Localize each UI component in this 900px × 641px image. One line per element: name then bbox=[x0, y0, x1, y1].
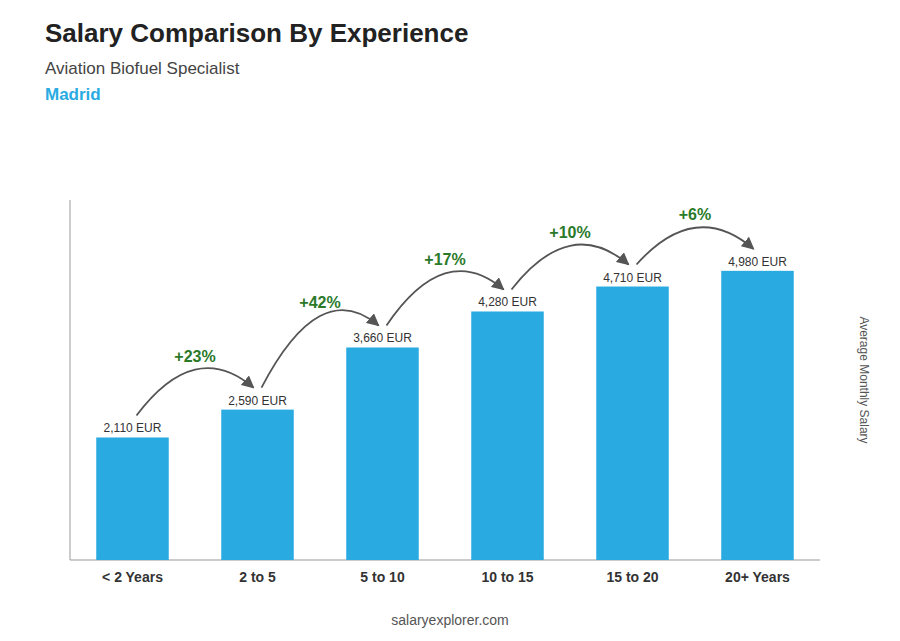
change-arc bbox=[512, 245, 629, 290]
bar bbox=[721, 271, 794, 560]
subtitle: Aviation Biofuel Specialist bbox=[45, 59, 240, 78]
annotation: +42% bbox=[299, 294, 340, 311]
x-tick-label: 20+ Years bbox=[725, 569, 790, 585]
x-tick-label: < 2 Years bbox=[102, 569, 163, 585]
data-label: 3,660 EUR bbox=[353, 331, 412, 345]
source: salaryexplorer.com bbox=[391, 612, 509, 628]
annotation: +17% bbox=[424, 251, 465, 268]
bar bbox=[346, 347, 419, 560]
change-arc bbox=[137, 368, 254, 415]
data-label: 4,710 EUR bbox=[603, 271, 662, 285]
city: Madrid bbox=[45, 85, 101, 104]
annotation: +23% bbox=[174, 348, 215, 365]
annotation: +6% bbox=[679, 206, 711, 223]
y-axis-line bbox=[70, 200, 71, 560]
x-axis-line bbox=[70, 560, 820, 561]
x-tick-label: 2 to 5 bbox=[239, 569, 276, 585]
data-label: 4,980 EUR bbox=[728, 255, 787, 269]
data-label: 2,110 EUR bbox=[104, 421, 162, 435]
change-arc bbox=[387, 271, 504, 325]
chart-container: Salary Comparison By Experience Aviation … bbox=[0, 0, 900, 641]
title: Salary Comparison By Experience bbox=[45, 18, 468, 48]
background bbox=[0, 0, 900, 641]
chart-svg: Salary Comparison By Experience Aviation … bbox=[0, 0, 900, 641]
x-tick-label: 15 to 20 bbox=[606, 569, 658, 585]
bar bbox=[96, 437, 169, 560]
annotation: +10% bbox=[549, 224, 590, 241]
bar bbox=[471, 311, 544, 560]
page: {"chart_data": {"type": "bar", "title": … bbox=[0, 0, 900, 641]
bar bbox=[221, 410, 294, 560]
change-arc bbox=[637, 227, 754, 264]
y-axis-label: Average Monthly Salary bbox=[857, 316, 871, 443]
data-label: 4,280 EUR bbox=[478, 295, 537, 309]
bar bbox=[596, 287, 669, 560]
data-label: 2,590 EUR bbox=[228, 394, 287, 408]
change-arc bbox=[262, 310, 379, 388]
x-tick-label: 10 to 15 bbox=[481, 569, 533, 585]
x-tick-label: 5 to 10 bbox=[360, 569, 405, 585]
bars bbox=[96, 271, 794, 560]
